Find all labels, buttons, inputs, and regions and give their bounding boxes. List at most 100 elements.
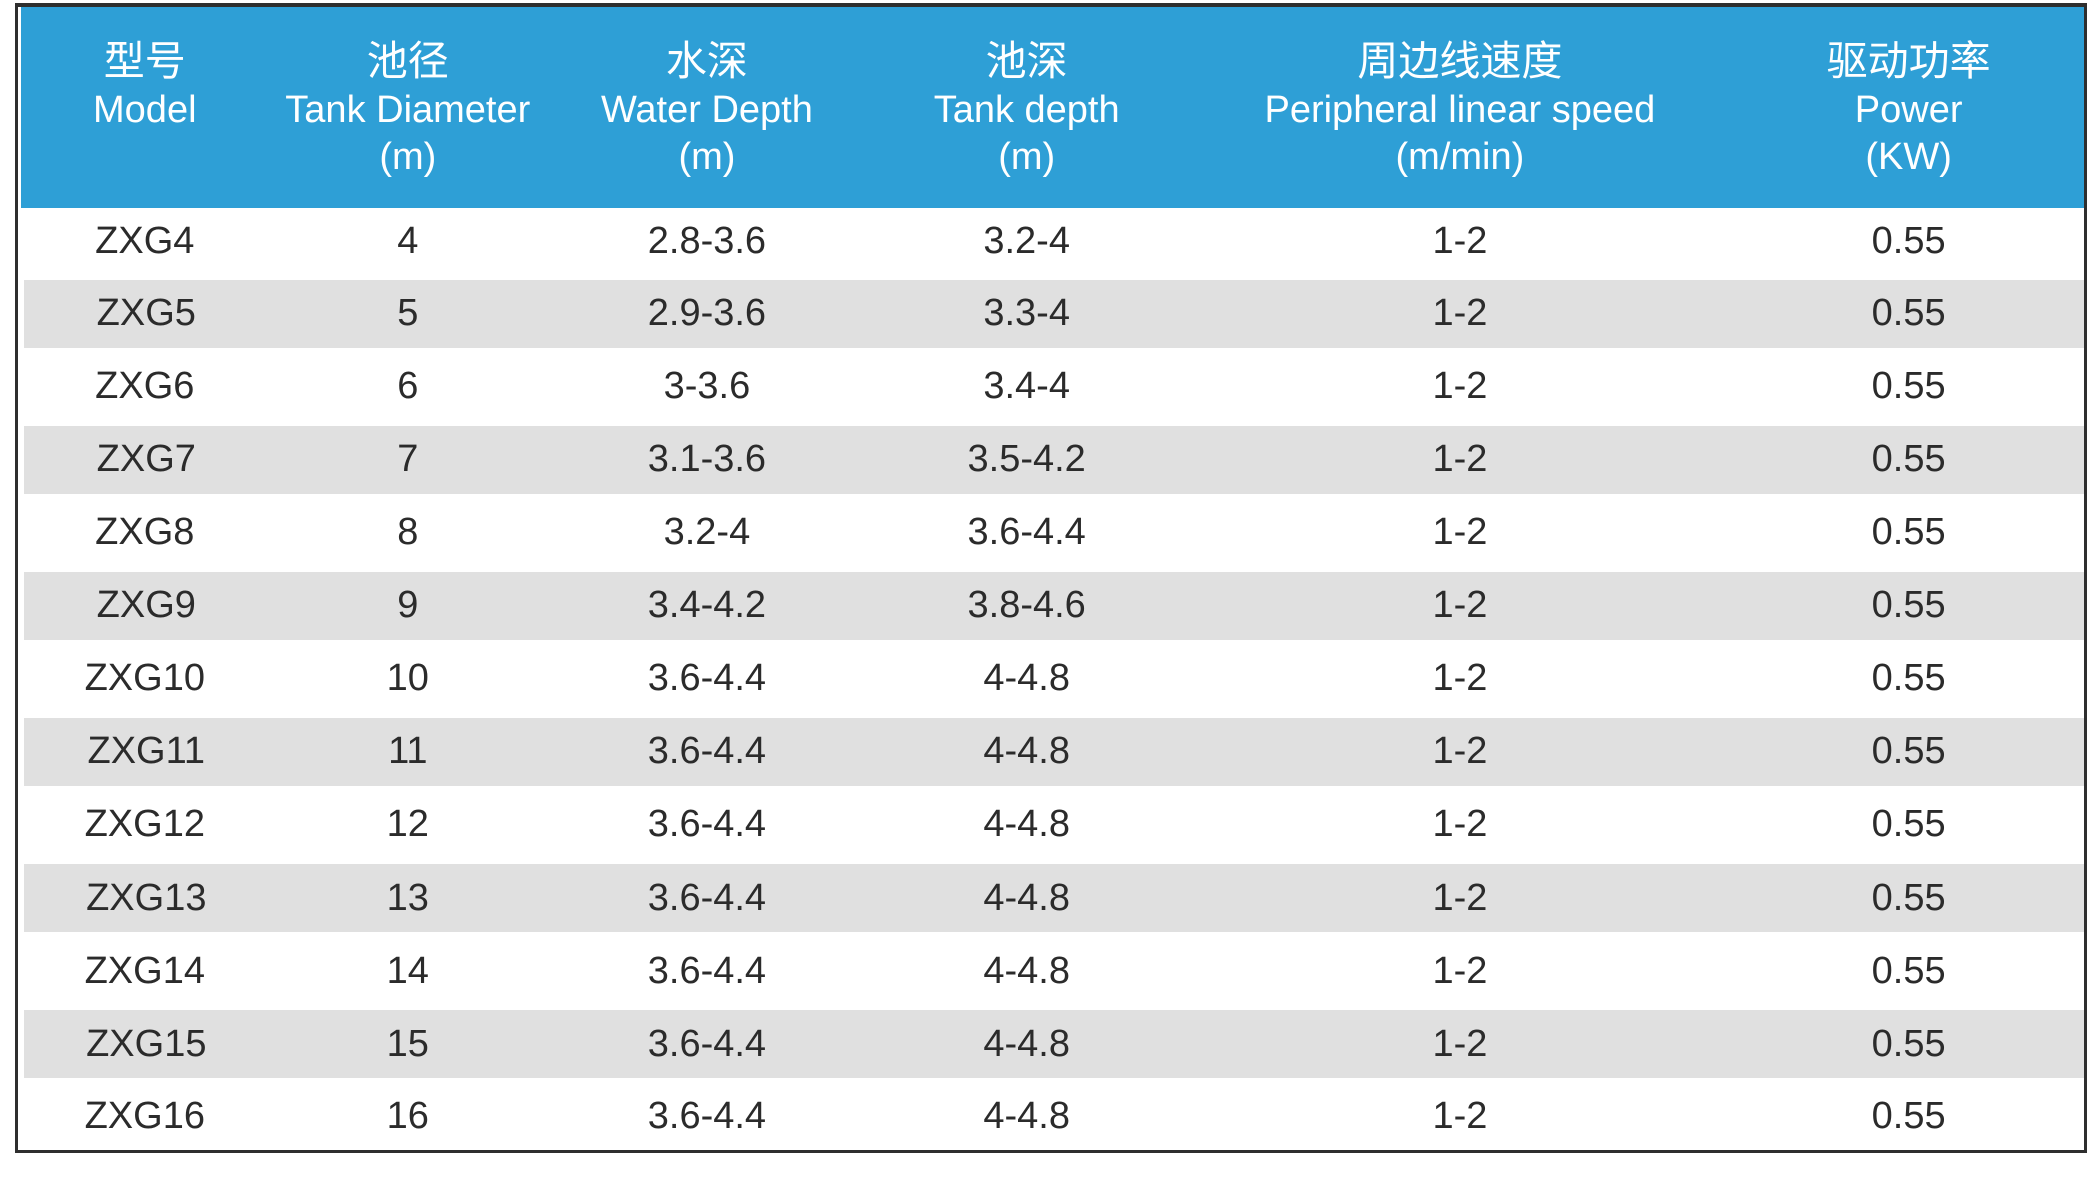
value-cell: 4 bbox=[268, 208, 548, 278]
table-row: ZXG15 15 3.6-4.4 4-4.8 1-2 0.55 bbox=[18, 1005, 2084, 1084]
value-cell: 4-4.8 bbox=[866, 858, 1187, 938]
value-cell: 3.1-3.6 bbox=[547, 420, 867, 499]
header-label-unit bbox=[21, 134, 269, 181]
header-label-en: Power bbox=[1854, 88, 1963, 131]
value-cell: 2.9-3.6 bbox=[547, 274, 867, 353]
value-cell: 1-2 bbox=[1186, 420, 1734, 499]
model-cell: ZXG16 bbox=[21, 1080, 269, 1150]
value-cell: 3.8-4.6 bbox=[866, 566, 1187, 645]
model-cell: ZXG4 bbox=[21, 208, 269, 278]
table-row: ZXG9 9 3.4-4.2 3.8-4.6 1-2 0.55 bbox=[18, 566, 2084, 645]
value-cell: 4-4.8 bbox=[866, 1005, 1187, 1084]
value-cell: 0.55 bbox=[1733, 566, 2084, 645]
table-row: ZXG8 8 3.2-4 3.6-4.4 1-2 0.55 bbox=[21, 496, 2084, 570]
value-cell: 3.6-4.4 bbox=[547, 858, 867, 938]
table-row: ZXG6 6 3-3.6 3.4-4 1-2 0.55 bbox=[21, 350, 2084, 424]
value-cell: 0.55 bbox=[1733, 712, 2084, 791]
value-cell: 1-2 bbox=[1186, 350, 1734, 424]
value-cell: 6 bbox=[268, 350, 548, 424]
value-cell: 3.6-4.4 bbox=[547, 642, 867, 716]
header-cell-tank-depth: 池深 Tank depth (m) bbox=[866, 7, 1187, 208]
table-row: ZXG10 10 3.6-4.4 4-4.8 1-2 0.55 bbox=[21, 642, 2084, 716]
table-row: ZXG7 7 3.1-3.6 3.5-4.2 1-2 0.55 bbox=[18, 420, 2084, 499]
value-cell: 2.8-3.6 bbox=[547, 208, 867, 278]
value-cell: 4-4.8 bbox=[866, 1080, 1187, 1150]
header-label-zh: 型号 bbox=[103, 37, 186, 84]
table-row: ZXG13 13 3.6-4.4 4-4.8 1-2 0.55 bbox=[18, 858, 2084, 938]
value-cell: 11 bbox=[268, 712, 548, 791]
header-cell-water-depth: 水深 Water Depth (m) bbox=[547, 7, 867, 208]
value-cell: 1-2 bbox=[1186, 208, 1734, 278]
value-cell: 14 bbox=[268, 934, 548, 1008]
header-label-unit: (m/min) bbox=[1395, 135, 1525, 178]
table-row: ZXG14 14 3.6-4.4 4-4.8 1-2 0.55 bbox=[21, 934, 2084, 1008]
value-cell: 0.55 bbox=[1733, 496, 2084, 570]
value-cell: 5 bbox=[268, 274, 548, 353]
value-cell: 1-2 bbox=[1186, 788, 1734, 862]
header-label-unit: (m) bbox=[678, 135, 736, 178]
header-cell-tank-diameter: 池径 Tank Diameter (m) bbox=[268, 7, 548, 208]
value-cell: 0.55 bbox=[1733, 274, 2084, 353]
model-cell: ZXG14 bbox=[21, 934, 269, 1008]
header-label-en: Model bbox=[93, 88, 197, 131]
value-cell: 9 bbox=[268, 566, 548, 645]
spec-table-frame: 型号 Model 池径 Tank Diameter (m) 水深 Water D… bbox=[15, 3, 2087, 1153]
value-cell: 0.55 bbox=[1733, 1005, 2084, 1084]
model-cell: ZXG13 bbox=[18, 858, 269, 938]
table-row: ZXG11 11 3.6-4.4 4-4.8 1-2 0.55 bbox=[18, 712, 2084, 791]
model-cell: ZXG8 bbox=[21, 496, 269, 570]
header-label-zh: 池径 bbox=[366, 37, 449, 84]
value-cell: 0.55 bbox=[1733, 208, 2084, 278]
header-cell-peripheral-linear-speed: 周边线速度 Peripheral linear speed (m/min) bbox=[1186, 7, 1734, 208]
header-row: 型号 Model 池径 Tank Diameter (m) 水深 Water D… bbox=[21, 7, 2084, 208]
value-cell: 0.55 bbox=[1733, 934, 2084, 1008]
header-label-en: Tank depth bbox=[933, 88, 1120, 131]
model-cell: ZXG12 bbox=[21, 788, 269, 862]
value-cell: 3.6-4.4 bbox=[547, 712, 867, 791]
value-cell: 1-2 bbox=[1186, 496, 1734, 570]
table-row: ZXG12 12 3.6-4.4 4-4.8 1-2 0.55 bbox=[21, 788, 2084, 862]
header-label-zh: 水深 bbox=[665, 37, 748, 84]
value-cell: 4-4.8 bbox=[866, 934, 1187, 1008]
value-cell: 3.6-4.4 bbox=[547, 1005, 867, 1084]
value-cell: 4-4.8 bbox=[866, 788, 1187, 862]
value-cell: 7 bbox=[268, 420, 548, 499]
spec-table: 型号 Model 池径 Tank Diameter (m) 水深 Water D… bbox=[18, 7, 2084, 1150]
header-label-en: Water Depth bbox=[600, 88, 813, 131]
model-cell: ZXG5 bbox=[18, 274, 269, 353]
table-header: 型号 Model 池径 Tank Diameter (m) 水深 Water D… bbox=[21, 7, 2084, 208]
value-cell: 0.55 bbox=[1733, 420, 2084, 499]
table-row: ZXG5 5 2.9-3.6 3.3-4 1-2 0.55 bbox=[18, 274, 2084, 353]
model-cell: ZXG10 bbox=[21, 642, 269, 716]
value-cell: 13 bbox=[268, 858, 548, 938]
table-body: ZXG4 4 2.8-3.6 3.2-4 1-2 0.55 ZXG5 5 2.9-3.6 3.3-… bbox=[18, 208, 2084, 1150]
value-cell: 3.6-4.4 bbox=[547, 1080, 867, 1150]
value-cell: 0.55 bbox=[1733, 858, 2084, 938]
value-cell: 3.2-4 bbox=[547, 496, 867, 570]
value-cell: 0.55 bbox=[1733, 1080, 2084, 1150]
value-cell: 3.3-4 bbox=[866, 274, 1187, 353]
value-cell: 3.5-4.2 bbox=[866, 420, 1187, 499]
model-cell: ZXG6 bbox=[21, 350, 269, 424]
header-label-unit: (m) bbox=[998, 135, 1056, 178]
value-cell: 1-2 bbox=[1186, 858, 1734, 938]
value-cell: 16 bbox=[268, 1080, 548, 1150]
value-cell: 3.6-4.4 bbox=[547, 788, 867, 862]
header-label-en: Tank Diameter bbox=[285, 88, 531, 131]
value-cell: 0.55 bbox=[1733, 642, 2084, 716]
value-cell: 1-2 bbox=[1186, 274, 1734, 353]
header-label-zh: 周边线速度 bbox=[1357, 37, 1563, 84]
table-row: ZXG4 4 2.8-3.6 3.2-4 1-2 0.55 bbox=[21, 208, 2084, 278]
value-cell: 3.6-4.4 bbox=[866, 496, 1187, 570]
value-cell: 4-4.8 bbox=[866, 642, 1187, 716]
value-cell: 1-2 bbox=[1186, 566, 1734, 645]
header-label-zh: 池深 bbox=[985, 37, 1068, 84]
value-cell: 1-2 bbox=[1186, 1080, 1734, 1150]
value-cell: 3-3.6 bbox=[547, 350, 867, 424]
value-cell: 0.55 bbox=[1733, 350, 2084, 424]
value-cell: 4-4.8 bbox=[866, 712, 1187, 791]
value-cell: 3.4-4.2 bbox=[547, 566, 867, 645]
model-cell: ZXG15 bbox=[18, 1005, 269, 1084]
header-label-en: Peripheral linear speed bbox=[1264, 88, 1656, 131]
